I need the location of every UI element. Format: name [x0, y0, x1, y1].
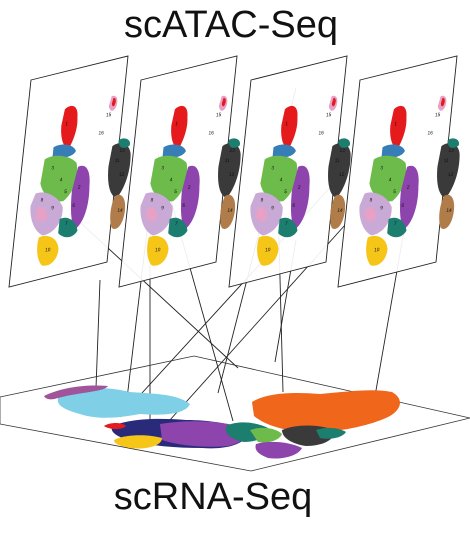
atac-panel-1 [8, 55, 137, 288]
scrna-seq-title: scRNA-Seq [113, 476, 313, 518]
atac-panel-3 [228, 55, 357, 288]
rna-plane [0, 355, 470, 472]
atac-panel-2 [118, 55, 247, 288]
scatac-seq-title: scATAC-Seq [124, 4, 338, 46]
atac-panel-4 [337, 55, 466, 288]
